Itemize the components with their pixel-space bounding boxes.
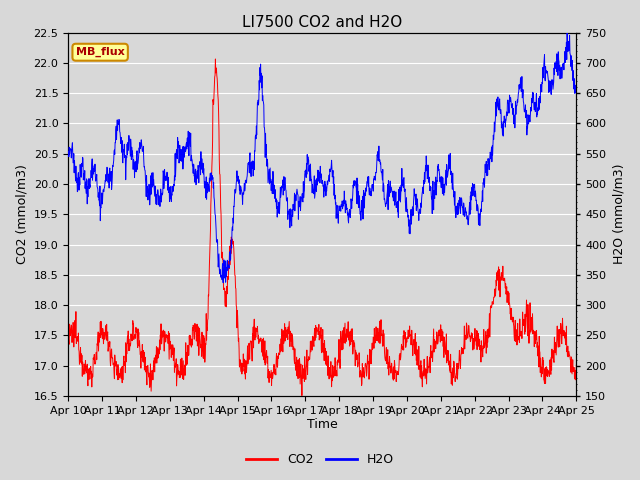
Y-axis label: CO2 (mmol/m3): CO2 (mmol/m3) bbox=[15, 164, 28, 264]
Title: LI7500 CO2 and H2O: LI7500 CO2 and H2O bbox=[242, 15, 403, 30]
Text: MB_flux: MB_flux bbox=[76, 47, 125, 57]
Y-axis label: H2O (mmol/m3): H2O (mmol/m3) bbox=[612, 164, 625, 264]
X-axis label: Time: Time bbox=[307, 419, 337, 432]
Legend: CO2, H2O: CO2, H2O bbox=[241, 448, 399, 471]
